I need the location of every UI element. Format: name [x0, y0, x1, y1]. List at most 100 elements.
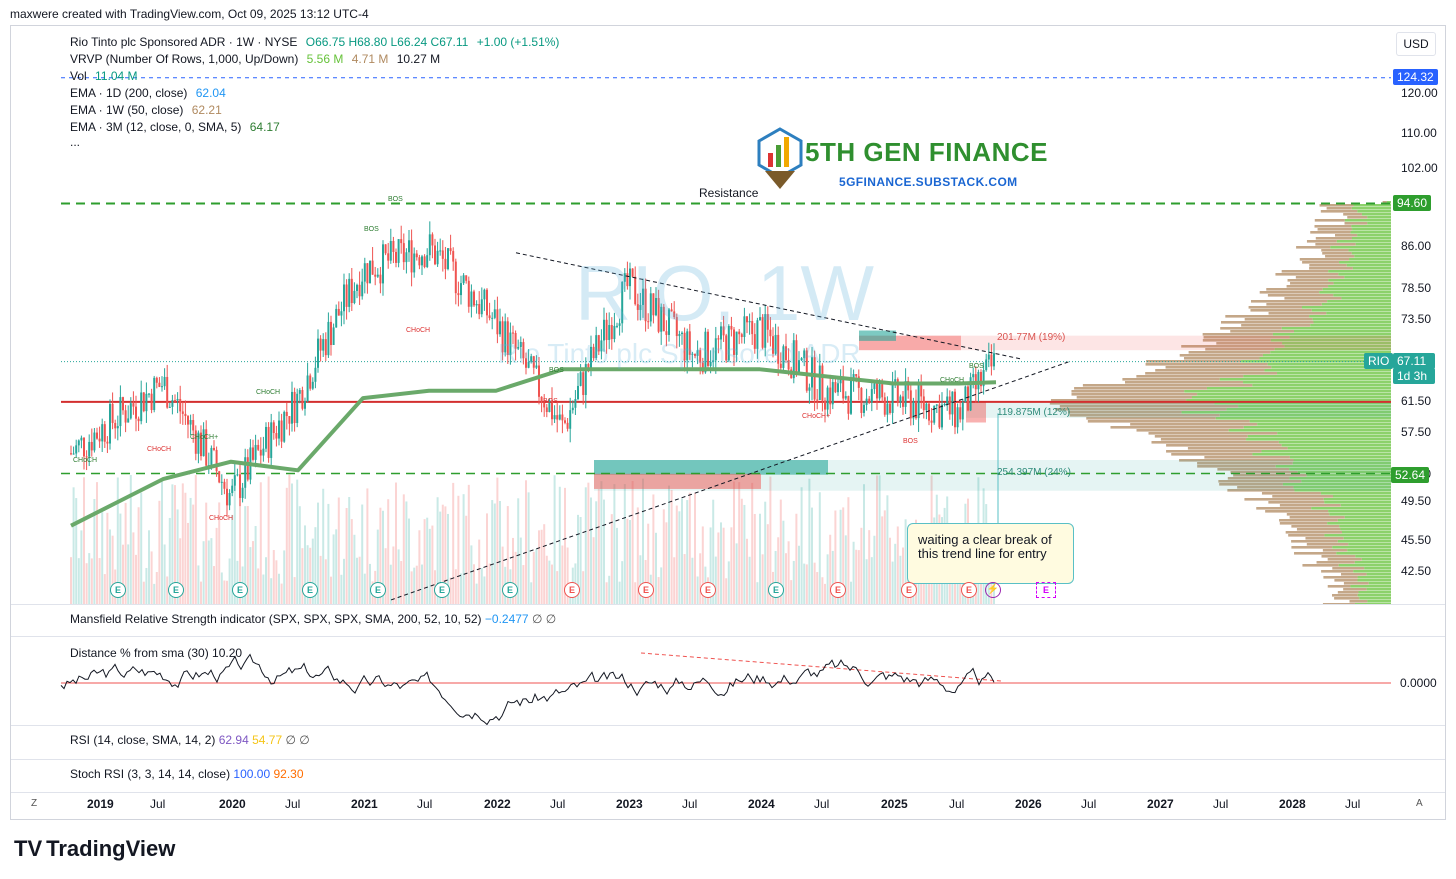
rsi-pane-legend[interactable]: RSI (14, close, SMA, 14, 2) 62.94 54.77 … — [70, 733, 310, 747]
legend-ema2-row[interactable]: EMA · 1W (50, close) 62.21 — [70, 103, 227, 117]
profile-row-up — [1293, 330, 1391, 333]
price-axis-tick: 45.50 — [1401, 532, 1432, 547]
trendline-note[interactable]: waiting a clear break of this trend line… — [907, 523, 1074, 584]
volume-bar — [72, 487, 75, 604]
profile-row-up — [1282, 483, 1391, 486]
profile-row-up — [1357, 594, 1391, 597]
price-axis-tick: 120.00 — [1401, 86, 1438, 100]
time-axis-left-button[interactable]: Z — [31, 798, 38, 809]
candle-body — [148, 393, 150, 395]
candle-body — [899, 396, 902, 403]
candle-body — [946, 396, 949, 405]
volume-bar — [662, 509, 665, 604]
volume-bar — [603, 499, 605, 604]
stochrsi-pane-legend[interactable]: Stoch RSI (3, 3, 14, 14, close) 100.00 9… — [70, 767, 304, 781]
earnings-icon[interactable]: E — [830, 582, 846, 598]
profile-row-down — [1265, 510, 1329, 513]
profile-row-up — [1306, 474, 1391, 477]
candle-body — [210, 447, 213, 466]
candle-body — [909, 390, 912, 419]
earnings-icon[interactable]: E — [370, 582, 386, 598]
volume-bar — [298, 506, 301, 604]
candle-body — [340, 311, 343, 316]
profile-row-up — [1332, 495, 1391, 498]
legend-more-button[interactable]: ... — [70, 135, 81, 149]
candle-body — [205, 429, 208, 466]
candle-body — [504, 321, 507, 353]
legend-vol-row[interactable]: Vol 11.04 M — [70, 69, 143, 83]
distance-oscillator[interactable] — [11, 637, 1391, 725]
profile-row-down — [1059, 405, 1239, 408]
candle-body — [673, 311, 676, 318]
volume-bar — [382, 510, 384, 604]
volume-bar — [265, 557, 267, 604]
earnings-icon[interactable]: E — [110, 582, 126, 598]
volume-bar — [691, 557, 694, 604]
profile-row-down — [1279, 522, 1328, 525]
volume-bar — [415, 565, 418, 604]
profile-row-up — [1261, 450, 1391, 453]
candle-body — [967, 386, 969, 411]
time-axis-tick: Jul — [150, 797, 166, 811]
earnings-icon[interactable]: E — [768, 582, 784, 598]
volume-bar — [350, 519, 353, 604]
earnings-icon[interactable]: E — [700, 582, 716, 598]
pane-separator — [11, 725, 1445, 726]
volume-bar — [75, 498, 78, 604]
profile-row-up — [1243, 375, 1391, 378]
profile-row-up — [1329, 513, 1391, 516]
legend-ema1-row[interactable]: EMA · 1D (200, close) 62.04 — [70, 86, 231, 100]
candle-body — [252, 447, 254, 460]
candle-body — [743, 316, 746, 337]
choch-plus-label: CHoCH+ — [190, 434, 219, 441]
volume-bar — [259, 482, 262, 604]
distance-pane-legend[interactable]: Distance % from sma (30) 10.20 — [70, 646, 242, 660]
time-axis-right-button[interactable]: A — [1416, 798, 1423, 809]
earnings-icon[interactable]: E — [901, 582, 917, 598]
volume-bar — [860, 527, 863, 604]
earnings-icon[interactable]: E — [302, 582, 318, 598]
candle-body — [951, 391, 954, 415]
volume-bar — [293, 577, 296, 604]
future-earnings-icon[interactable]: E — [1036, 582, 1056, 598]
choch-label: CHoCH — [406, 327, 431, 334]
volume-bar — [358, 556, 361, 604]
legend-symbol-row[interactable]: Rio Tinto plc Sponsored ADR · 1W · NYSE … — [70, 35, 564, 49]
volume-bar — [722, 527, 725, 604]
legend-ema3-row[interactable]: EMA · 3M (12, close, 0, SMA, 5) 64.17 — [70, 120, 285, 134]
candle-body — [168, 406, 171, 408]
candle-body — [941, 404, 943, 428]
volume-bar — [636, 507, 639, 604]
profile-row-down — [1266, 303, 1322, 306]
rsi-label: RSI (14, close, SMA, 14, 2) — [70, 733, 216, 747]
earnings-icon[interactable]: E — [434, 582, 450, 598]
profile-row-down — [1275, 273, 1339, 276]
candle-body — [787, 360, 790, 370]
volume-bar — [194, 475, 197, 604]
volume-bar — [834, 510, 837, 604]
earnings-icon[interactable]: E — [168, 582, 184, 598]
profile-row-down — [1326, 207, 1352, 210]
mansfield-pane-legend[interactable]: Mansfield Relative Strength indicator (S… — [70, 612, 556, 626]
candle-body — [600, 340, 603, 352]
profile-row-up — [1289, 468, 1391, 471]
earnings-icon[interactable]: E — [232, 582, 248, 598]
volume-bar — [220, 572, 223, 604]
earnings-icon[interactable]: E — [638, 582, 654, 598]
candle-body — [831, 382, 834, 405]
volume-bar — [857, 550, 860, 604]
profile-row-up — [1289, 336, 1391, 339]
volume-bar — [285, 487, 288, 604]
legend-vrvp-row[interactable]: VRVP (Number Of Rows, 1,000, Up/Down) 5.… — [70, 52, 445, 66]
earnings-icon[interactable]: E — [564, 582, 580, 598]
candle-body — [920, 385, 923, 397]
profile-row-down — [1319, 204, 1354, 207]
zone-label-top: 201.77M (19%) — [997, 332, 1066, 343]
dividend-bolt-icon[interactable]: ⚡ — [985, 582, 1001, 598]
profile-row-down — [1310, 231, 1351, 234]
candle-body — [613, 325, 616, 340]
profile-row-down — [1225, 315, 1310, 318]
earnings-icon[interactable]: E — [961, 582, 977, 598]
earnings-icon[interactable]: E — [502, 582, 518, 598]
currency-button[interactable]: USD — [1396, 32, 1436, 56]
